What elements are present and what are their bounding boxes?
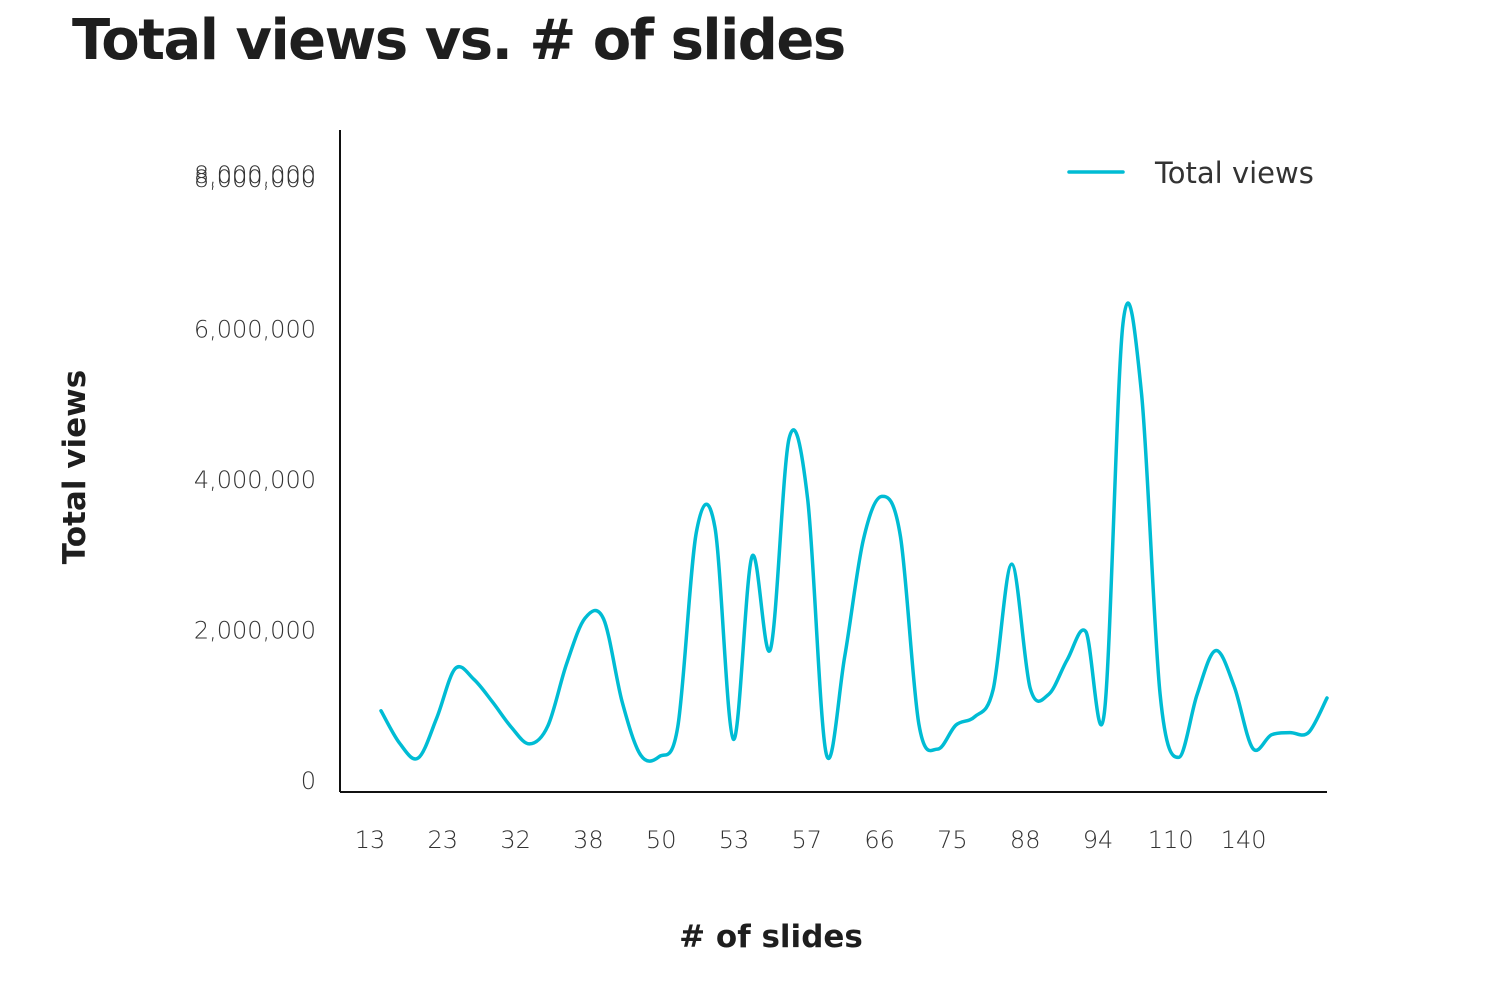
y-tick-label: 2,000,000: [194, 617, 316, 645]
series-line-total-views: [379, 301, 1329, 763]
y-axis-title: Total views: [57, 370, 93, 564]
x-tick-label: 53: [719, 826, 750, 854]
x-tick-label: 13: [355, 826, 386, 854]
x-tick-label: 50: [646, 826, 677, 854]
legend: Total views: [1067, 156, 1314, 190]
x-tick-label: 23: [428, 826, 459, 854]
x-tick-label: 57: [792, 826, 823, 854]
x-axis-title: # of slides: [679, 919, 863, 955]
y-tick-label: 4,000,000: [194, 466, 316, 494]
x-tick-label: 88: [1010, 826, 1041, 854]
series-lines: [379, 301, 1329, 763]
x-tick-label: 66: [864, 826, 895, 854]
x-tick-label: 32: [500, 826, 531, 854]
x-tick-label: 38: [573, 826, 604, 854]
y-tick-label: 8,000,000: [194, 161, 316, 189]
chart-title: Total views vs. # of slides: [72, 8, 846, 73]
y-tick-label: 6,000,000: [194, 316, 316, 344]
y-tick-label: 0: [301, 767, 316, 795]
x-tick-label: 110: [1148, 826, 1194, 854]
x-axis-ticks: 13 23 32 38 50 53 57 66 75 88 94 110 140: [355, 826, 1267, 854]
y-axis-ticks: 0 2,000,000 4,000,000 6,000,000 8,000,0008,0…: [194, 161, 316, 795]
legend-label-total-views: Total views: [1154, 156, 1314, 190]
x-tick-label: 75: [937, 826, 968, 854]
x-tick-label: 140: [1221, 826, 1267, 854]
y-tick-label: 8,000,000: [194, 165, 316, 193]
x-tick-label: 94: [1083, 826, 1114, 854]
